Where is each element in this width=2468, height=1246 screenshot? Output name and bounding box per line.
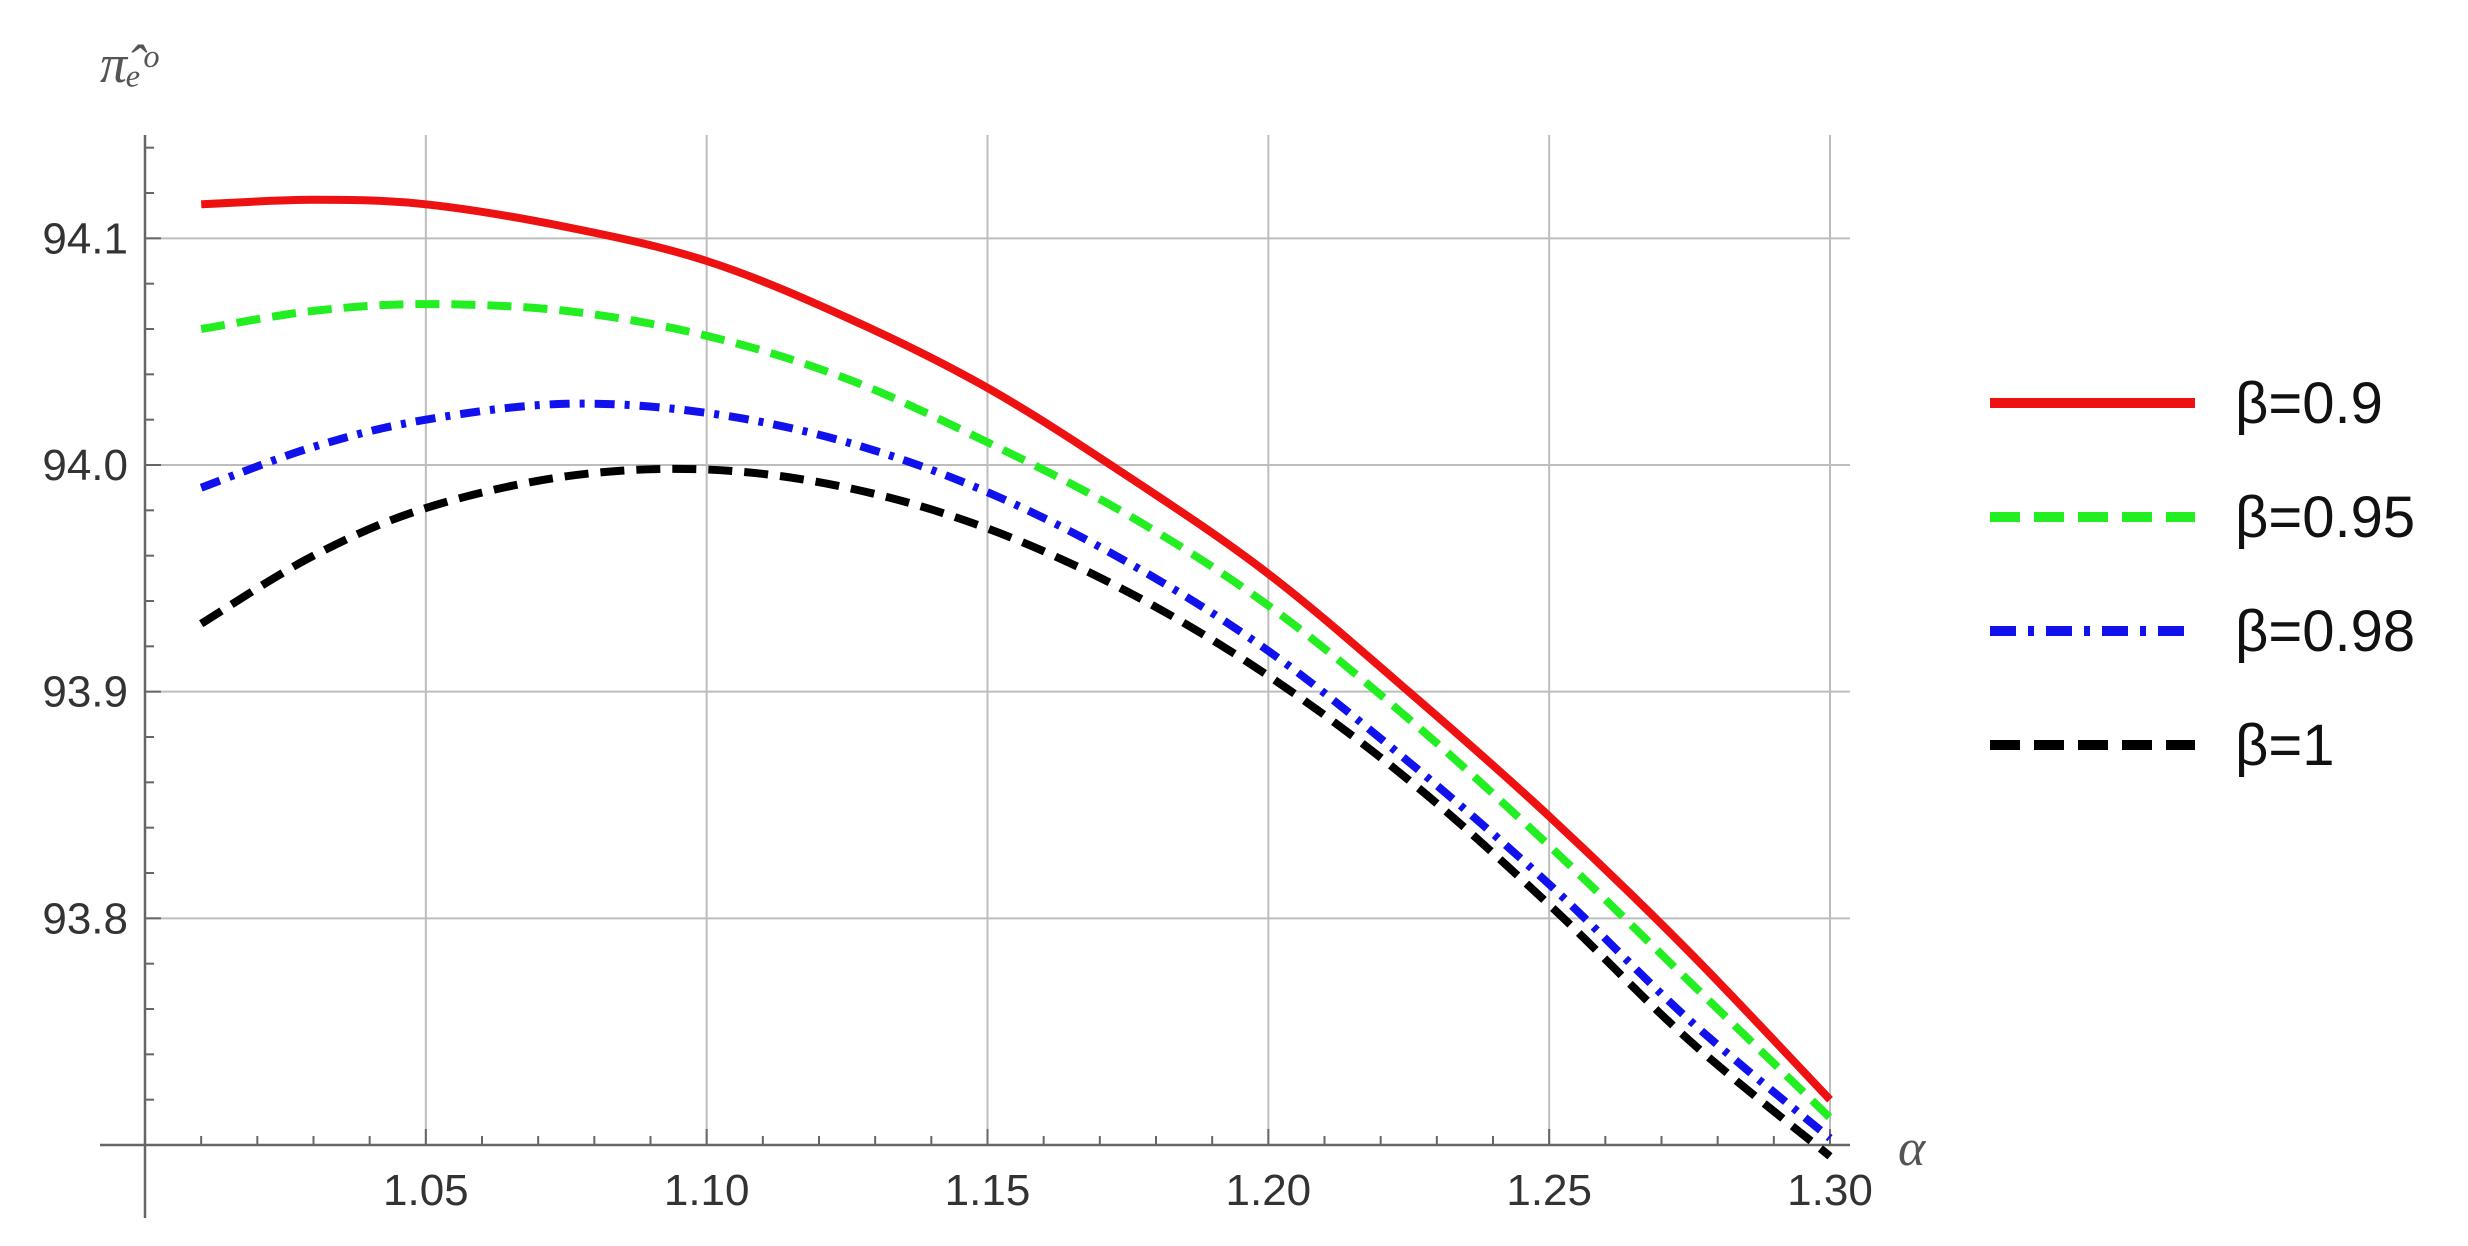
legend-label-1: β=0.9: [2235, 371, 2383, 436]
series-line-2: [200, 300, 1833, 1121]
y-tick-label: 94.1: [42, 214, 128, 263]
legend-label-3: β=0.98: [2235, 599, 2415, 664]
x-tick-label: 1.05: [383, 1166, 469, 1215]
series-line-3: [199, 399, 1833, 1142]
x-tick-label: 1.20: [1226, 1166, 1312, 1215]
axis-ticks: 1.05 1.10 1.15 1.20 1.25 1.30 93.8 93.9 94.0 94.1: [42, 146, 1873, 1215]
x-tick-label: 1.30: [1787, 1166, 1873, 1215]
axes: [100, 135, 1850, 1218]
y-tick-label: 93.8: [42, 894, 128, 943]
axis-labels: π̂ₑᵒ α: [100, 34, 1927, 1177]
legend-label-4: β=1: [2235, 713, 2335, 778]
series-line-1: [201, 195, 1833, 1103]
x-tick-label: 1.15: [945, 1166, 1031, 1215]
legend-label-2: β=0.95: [2235, 485, 2415, 550]
x-tick-label: 1.10: [664, 1166, 750, 1215]
grid-lines: [145, 135, 1850, 1145]
y-tick-label: 93.9: [42, 668, 128, 717]
x-tick-label: 1.25: [1506, 1166, 1592, 1215]
y-tick-label: 94.0: [42, 441, 128, 490]
series-lines: [199, 195, 1833, 1160]
y-axis-label: π̂ₑᵒ: [100, 34, 159, 94]
legend: β=0.9 β=0.95 β=0.98 β=1: [1990, 371, 2415, 778]
x-axis-label: α: [1898, 1120, 1927, 1177]
series-line-4: [199, 464, 1833, 1160]
